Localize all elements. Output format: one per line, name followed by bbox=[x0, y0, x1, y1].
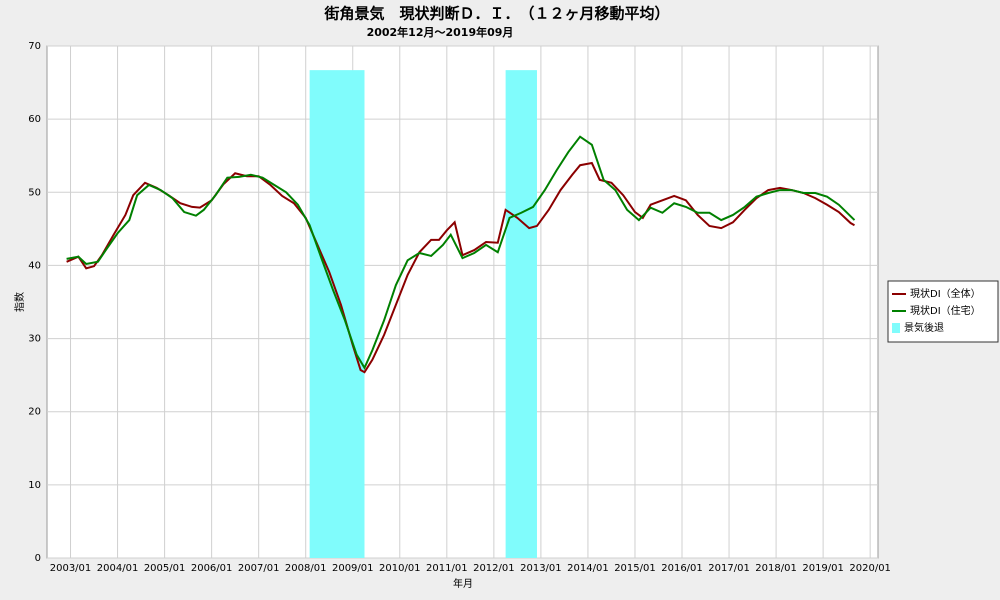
x-tick-label: 2004/01 bbox=[97, 563, 139, 574]
chart-subtitle: 2002年12月～2019年09月 bbox=[367, 25, 514, 39]
series-line bbox=[66, 135, 856, 370]
x-axis-label: 年月 bbox=[453, 577, 473, 590]
x-tick-label: 2003/01 bbox=[50, 563, 92, 574]
x-tick-label: 2013/01 bbox=[520, 563, 562, 574]
x-tick-label: 2009/01 bbox=[332, 563, 374, 574]
legend-swatch bbox=[892, 323, 900, 333]
x-tick-label: 2007/01 bbox=[238, 563, 280, 574]
y-tick-label: 70 bbox=[28, 41, 41, 52]
legend-box bbox=[887, 280, 999, 343]
x-tick-label: 2020/01 bbox=[849, 563, 891, 574]
y-tick-label: 40 bbox=[28, 260, 41, 271]
x-tick-label: 2018/01 bbox=[755, 563, 797, 574]
x-tick-label: 2005/01 bbox=[144, 563, 186, 574]
y-tick-label: 0 bbox=[35, 553, 41, 564]
x-tick-label: 2011/01 bbox=[426, 563, 468, 574]
x-tick-label: 2017/01 bbox=[708, 563, 750, 574]
x-tick-label: 2016/01 bbox=[661, 563, 703, 574]
legend-label: 現状DI（住宅） bbox=[910, 304, 981, 317]
y-axis-label: 指数 bbox=[13, 292, 26, 312]
x-tick-label: 2019/01 bbox=[802, 563, 844, 574]
legend-label: 景気後退 bbox=[904, 321, 944, 334]
y-tick-label: 50 bbox=[28, 187, 41, 198]
x-tick-label: 2006/01 bbox=[191, 563, 233, 574]
chart-title: 街角景気 現状判断Ｄ．Ｉ． （１２ヶ月移動平均） bbox=[323, 5, 669, 23]
legend-label: 現状DI（全体） bbox=[910, 287, 981, 300]
recession-band bbox=[309, 70, 365, 558]
y-tick-label: 20 bbox=[28, 407, 41, 418]
y-tick-label: 10 bbox=[28, 480, 41, 491]
x-tick-label: 2014/01 bbox=[567, 563, 609, 574]
x-tick-label: 2008/01 bbox=[285, 563, 327, 574]
plot-area bbox=[46, 45, 879, 559]
series-line bbox=[66, 161, 855, 374]
x-tick-label: 2010/01 bbox=[379, 563, 421, 574]
x-tick-label: 2012/01 bbox=[473, 563, 515, 574]
y-tick-label: 30 bbox=[28, 334, 41, 345]
x-tick-label: 2015/01 bbox=[614, 563, 656, 574]
y-tick-label: 60 bbox=[28, 114, 41, 125]
recession-band bbox=[505, 70, 537, 558]
